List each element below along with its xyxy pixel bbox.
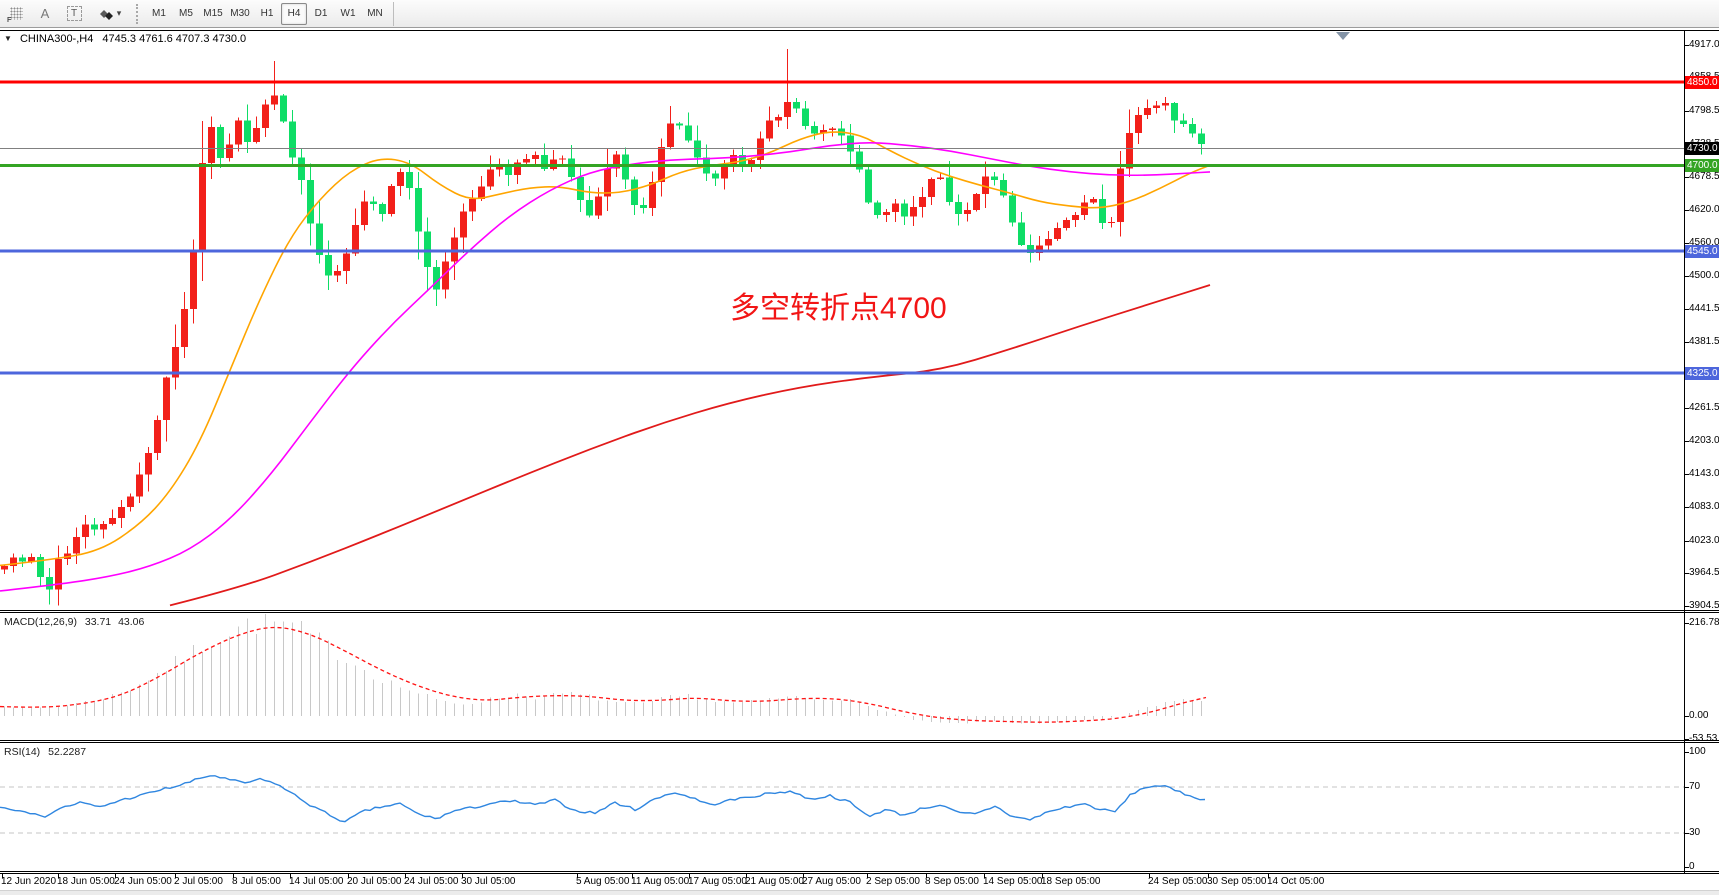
price-level-badge: 4850.0 [1685, 75, 1719, 89]
price-axis-label: 4083.0 [1689, 501, 1719, 513]
timeframe-button-W1[interactable]: W1 [340, 8, 356, 19]
time-axis-label: 14 Oct 05:00 [1267, 876, 1325, 887]
price-axis-label: 4261.5 [1689, 402, 1719, 414]
price-axis-label: 4620.0 [1689, 203, 1719, 215]
panel-resize-handle[interactable] [0, 738, 1684, 743]
time-axis-label: 17 Aug 05:00 [688, 876, 747, 887]
dot-grid-icon [9, 7, 23, 20]
time-axis-label: 2 Sep 05:00 [866, 876, 920, 887]
rsi-axis-label: 30 [1689, 826, 1701, 838]
arrows-icon [99, 9, 113, 20]
price-axis-label: 4143.0 [1689, 468, 1719, 480]
chart-text-annotation[interactable]: 多空转折点4700 [730, 292, 947, 325]
macd-signal-value: 43.06 [118, 616, 145, 628]
rsi-value: 52.2287 [48, 746, 87, 758]
chevron-down-icon[interactable]: ▾ [116, 8, 122, 18]
boxed-t-icon: T [66, 6, 82, 21]
price-axis-label: 4023.0 [1689, 534, 1719, 546]
time-axis-label: 14 Jul 05:00 [289, 876, 344, 887]
price-axis-label: 4917.0 [1689, 39, 1719, 50]
time-axis-label: 8 Jul 05:00 [232, 876, 281, 887]
price-axis-label: 4381.5 [1689, 335, 1719, 347]
price-axis-label: 4203.0 [1689, 434, 1719, 446]
price-level-badge: 4700.0 [1685, 158, 1719, 172]
arrows-tool-button[interactable]: ▾ [90, 3, 128, 25]
time-axis-label: 18 Jun 05:00 [57, 876, 115, 887]
time-axis-label: 21 Aug 05:00 [745, 876, 804, 887]
time-axis-label: 20 Jul 05:00 [347, 876, 402, 887]
time-axis-label: 24 Jun 05:00 [114, 876, 172, 887]
macd-axis-label: -53.53 [1689, 732, 1718, 744]
toolbar: F A T ▾ M1 M5 M15 M30 H1 H4 D1 W1 MN [0, 0, 1719, 28]
rsi-indicator-label: RSI(14) 52.2287 [4, 746, 86, 758]
timeframe-button-M30[interactable]: M30 [230, 8, 250, 19]
time-axis-label: 12 Jun 2020 [1, 876, 57, 887]
timeframe-button-H4[interactable]: H4 [281, 2, 307, 25]
timeframe-button-MN[interactable]: MN [367, 8, 383, 19]
time-axis-label: 24 Jul 05:00 [404, 876, 459, 887]
macd-indicator-label: MACD(12,26,9) 33.71 43.06 [4, 616, 144, 628]
toolbar-group-end [393, 1, 394, 26]
price-level-badge: 4545.0 [1685, 244, 1719, 258]
macd-axis-label: 216.78 [1689, 617, 1719, 628]
time-axis-label: 14 Sep 05:00 [983, 876, 1043, 887]
chart-collapse-arrow-icon[interactable]: ▼ [4, 34, 12, 43]
timeframe-button-H1[interactable]: H1 [260, 8, 274, 19]
timeframe-button-M5[interactable]: M5 [179, 8, 193, 19]
f-mark-label: F [7, 16, 12, 24]
time-axis-label: 27 Aug 05:00 [802, 876, 861, 887]
time-axis-label: 2 Jul 05:00 [174, 876, 223, 887]
rsi-axis-label: 100 [1689, 746, 1706, 757]
time-axis-label: 8 Sep 05:00 [925, 876, 979, 887]
price-axis-label: 4441.5 [1689, 302, 1719, 314]
time-axis-label: 18 Sep 05:00 [1041, 876, 1101, 887]
timeframe-button-M1[interactable]: M1 [152, 8, 166, 19]
chart-ohlc-values: 4745.3 4761.6 4707.3 4730.0 [102, 33, 247, 45]
letter-a-icon: A [40, 6, 50, 21]
cursor-grid-tool-button[interactable]: F [3, 3, 29, 25]
time-axis-label: 30 Jul 05:00 [461, 876, 516, 887]
macd-main-value: 33.71 [84, 616, 112, 628]
price-axis-label: 4678.5 [1689, 171, 1719, 183]
toolbar-separator [136, 3, 138, 24]
timeframe-button-M15[interactable]: M15 [203, 8, 223, 19]
price-axis-label: 3904.5 [1689, 600, 1719, 612]
time-axis-label: 5 Aug 05:00 [576, 876, 630, 887]
price-axis-label: 4560.0 [1689, 236, 1719, 248]
text-label-tool-button[interactable]: T [61, 3, 87, 25]
text-tool-button[interactable]: A [32, 3, 58, 25]
timeframe-button-D1[interactable]: D1 [314, 8, 328, 19]
time-axis-label: 24 Sep 05:00 [1148, 876, 1208, 887]
price-level-badge: 4730.0 [1685, 142, 1719, 156]
panel-resize-handle[interactable] [0, 608, 1684, 613]
price-axis-label: 4500.0 [1689, 270, 1719, 282]
price-axis-label: 4798.5 [1689, 104, 1719, 116]
price-level-badge: 4325.0 [1685, 366, 1719, 380]
chart-symbol-period: CHINA300-,H4 [19, 33, 94, 45]
rsi-name: RSI(14) [4, 746, 41, 758]
scroll-shift-marker-icon [1336, 32, 1350, 40]
rsi-axis-label: 70 [1689, 780, 1701, 792]
time-axis-label: 30 Sep 05:00 [1207, 876, 1267, 887]
rsi-axis-label: 0 [1689, 861, 1695, 872]
macd-axis-label: 0.00 [1689, 710, 1709, 721]
price-axis-label: 3964.5 [1689, 566, 1719, 578]
timeframe-group: M1 M5 M15 M30 H1 H4 D1 W1 MN [145, 2, 388, 25]
time-axis-label: 11 Aug 05:00 [631, 876, 690, 887]
macd-name: MACD(12,26,9) [4, 616, 77, 628]
window-bottom-edge [0, 890, 1719, 895]
chart-title: ▼ CHINA300-,H4 4745.3 4761.6 4707.3 4730… [4, 33, 246, 45]
